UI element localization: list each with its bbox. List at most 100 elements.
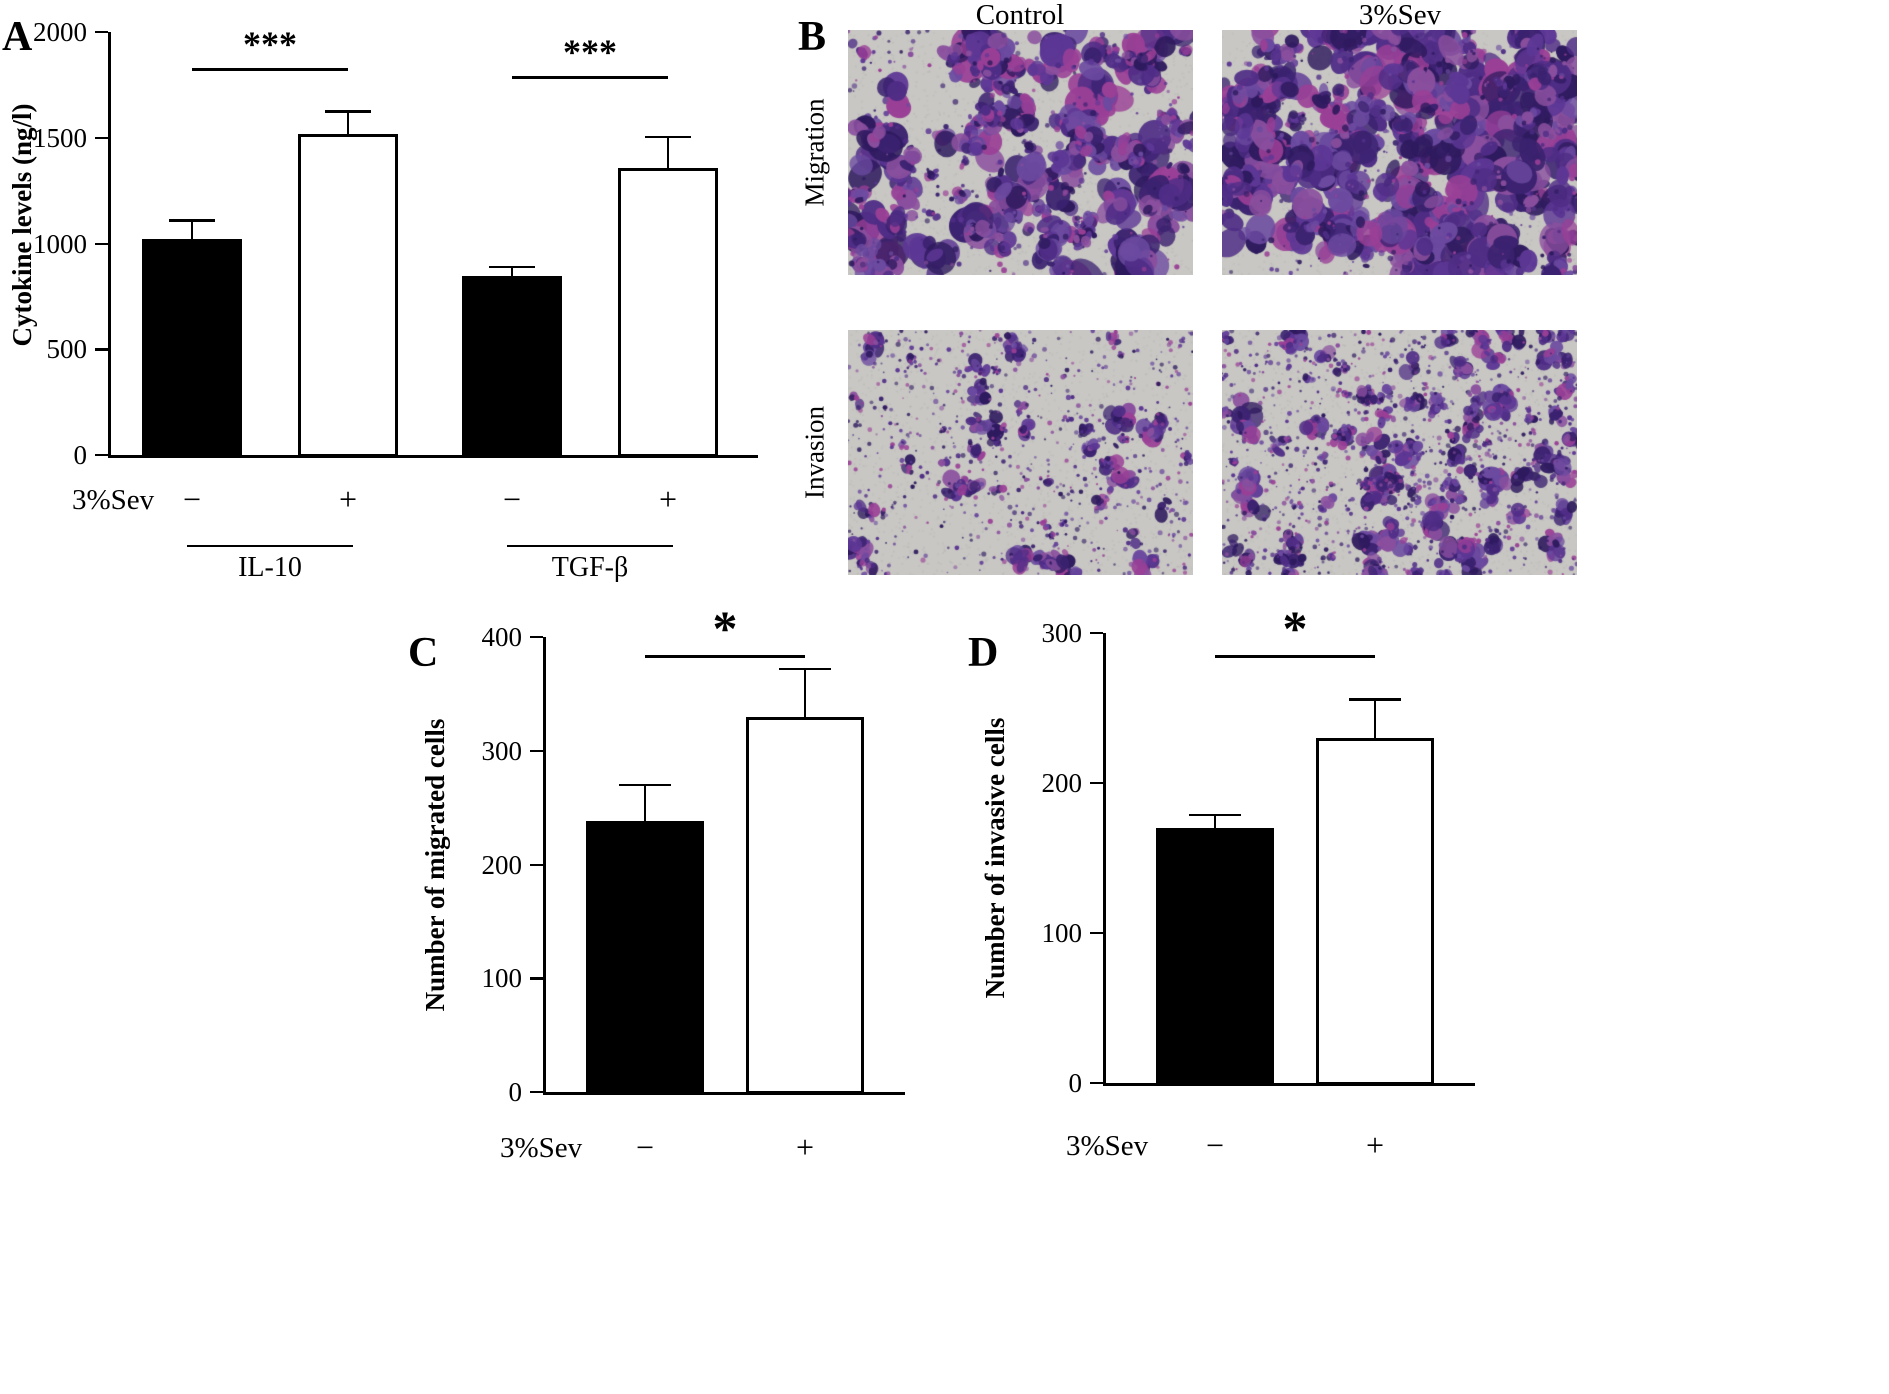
error-bar-stem-0	[1213, 814, 1217, 832]
condition-sign-minus: −	[502, 481, 522, 517]
y-tick-label-1500: 1500	[33, 122, 87, 153]
y-tick-200	[1090, 782, 1103, 785]
bar-a-tgf-plus	[618, 168, 718, 457]
error-bar-stem-2	[510, 266, 514, 281]
significance-line-0	[1215, 655, 1375, 658]
significance-stars-0: *	[712, 600, 738, 656]
y-tick-0	[95, 454, 108, 457]
condition-sign-minus: −	[182, 481, 202, 517]
y-tick-200	[530, 863, 543, 866]
y-tick-label-2000: 2000	[33, 17, 87, 47]
micrograph-migration-control	[848, 30, 1193, 275]
y-tick-label-500: 500	[46, 334, 88, 365]
y-tick-label-1000: 1000	[33, 228, 87, 259]
group-underline-il10	[187, 545, 353, 548]
y-tick-label-400: 400	[481, 622, 523, 652]
y-axis-line	[1103, 633, 1106, 1085]
micrograph-invasion-sev	[1222, 330, 1577, 575]
x-axis-line	[543, 1092, 905, 1095]
panel-c: C Number of migrated cells 0 100 200 300 400…	[400, 590, 960, 1230]
y-tick-label-0: 0	[73, 440, 88, 470]
error-bar-cap-1	[779, 667, 831, 671]
micrograph-migration-sev	[1222, 30, 1577, 275]
y-tick-label-100: 100	[1041, 918, 1083, 948]
y-tick-100	[530, 977, 543, 980]
error-bar-stem-1	[803, 668, 807, 721]
significance-stars-1: ***	[563, 32, 617, 72]
bar-c-plus	[746, 716, 864, 1094]
x-axis-line	[108, 455, 758, 458]
y-tick-label-300: 300	[481, 735, 523, 766]
error-bar-stem-3	[666, 136, 670, 173]
bar-c-minus	[586, 821, 704, 1094]
x-axis-line	[1103, 1083, 1475, 1086]
error-bar-stem-1	[1373, 699, 1377, 742]
significance-line-0	[645, 655, 805, 658]
significance-line-0	[192, 68, 348, 71]
y-tick-2000	[95, 31, 108, 34]
error-bar-stem-0	[643, 784, 647, 826]
condition-sign-plus: +	[658, 481, 678, 517]
y-tick-label-0: 0	[508, 1077, 523, 1107]
error-bar-cap-1	[1349, 698, 1401, 701]
error-bar-cap-3	[645, 135, 691, 139]
condition-sign-minus: −	[1205, 1127, 1225, 1163]
y-tick-label-300: 300	[1041, 618, 1083, 648]
y-tick-100	[1090, 932, 1103, 935]
micrograph-invasion-control	[848, 330, 1193, 575]
panel-b: B Control 3%Sev Migration Invasion	[790, 0, 1590, 600]
bar-d-plus	[1316, 738, 1434, 1085]
bar-a-il10-minus	[142, 239, 242, 457]
error-bar-cap-2	[489, 265, 535, 269]
panel-b-col-header-sev: 3%Sev	[1358, 0, 1442, 31]
y-tick-label-200: 200	[481, 849, 523, 880]
y-tick-1000	[95, 242, 108, 245]
significance-stars-0: *	[1282, 600, 1308, 656]
panel-b-row-label-migration: Migration	[799, 98, 830, 207]
panel-a-chart: 0 500 1000 1500 2000 − + − +3%Sev IL-10 TGF-β *** **…	[0, 0, 790, 600]
panel-b-row-label-invasion: Invasion	[799, 406, 830, 499]
y-tick-label-200: 200	[1041, 768, 1083, 798]
y-tick-300	[530, 749, 543, 753]
group-label-tgf: TGF-β	[551, 552, 629, 583]
y-axis-line	[108, 32, 111, 457]
group-underline-tgf	[507, 545, 673, 548]
panel-c-chart: 0 100 200 300 400 − +3%Sev *	[400, 590, 960, 1230]
condition-row-label: 3%Sev	[1066, 1130, 1149, 1162]
bar-a-tgf-minus	[462, 276, 562, 457]
significance-stars-0: ***	[243, 24, 297, 64]
condition-sign-plus: +	[1365, 1127, 1385, 1163]
error-bar-cap-1	[325, 110, 371, 113]
panel-d: D Number of invasive cells 0 100 200 300− +3…	[960, 590, 1540, 1230]
panel-a: A Cytokine levels (ng/l) 0 500 1000 1500 200…	[0, 0, 790, 600]
condition-sign-plus: +	[795, 1129, 815, 1165]
error-bar-stem-1	[346, 111, 350, 138]
condition-sign-plus: +	[338, 481, 358, 517]
condition-row-label: 3%Sev	[500, 1132, 583, 1164]
panel-c-letter: C	[408, 630, 439, 676]
y-tick-1500	[95, 136, 108, 140]
group-label-il10: IL-10	[238, 552, 302, 583]
panel-d-letter: D	[968, 630, 999, 676]
panel-d-chart: 0 100 200 300 − +3%Sev *	[960, 590, 1540, 1230]
condition-row-label: 3%Sev	[72, 484, 155, 516]
error-bar-stem-0	[190, 220, 194, 244]
y-tick-300	[1090, 632, 1103, 635]
y-tick-label-0: 0	[1068, 1068, 1083, 1098]
y-tick-500	[95, 348, 108, 351]
panel-b-col-header-control: Control	[975, 0, 1065, 31]
y-tick-label-100: 100	[481, 963, 523, 994]
error-bar-cap-0	[169, 219, 215, 222]
panel-b-letter: B	[798, 14, 827, 60]
y-axis-line	[543, 637, 546, 1094]
bar-a-il10-plus	[298, 133, 398, 457]
panel-a-letter: A	[2, 14, 33, 60]
error-bar-cap-0	[1189, 813, 1241, 817]
y-tick-0	[530, 1091, 543, 1094]
y-tick-0	[1090, 1082, 1103, 1085]
bar-d-minus	[1156, 828, 1274, 1085]
significance-line-1	[512, 76, 668, 79]
error-bar-cap-0	[619, 783, 671, 787]
condition-sign-minus: −	[635, 1129, 655, 1165]
